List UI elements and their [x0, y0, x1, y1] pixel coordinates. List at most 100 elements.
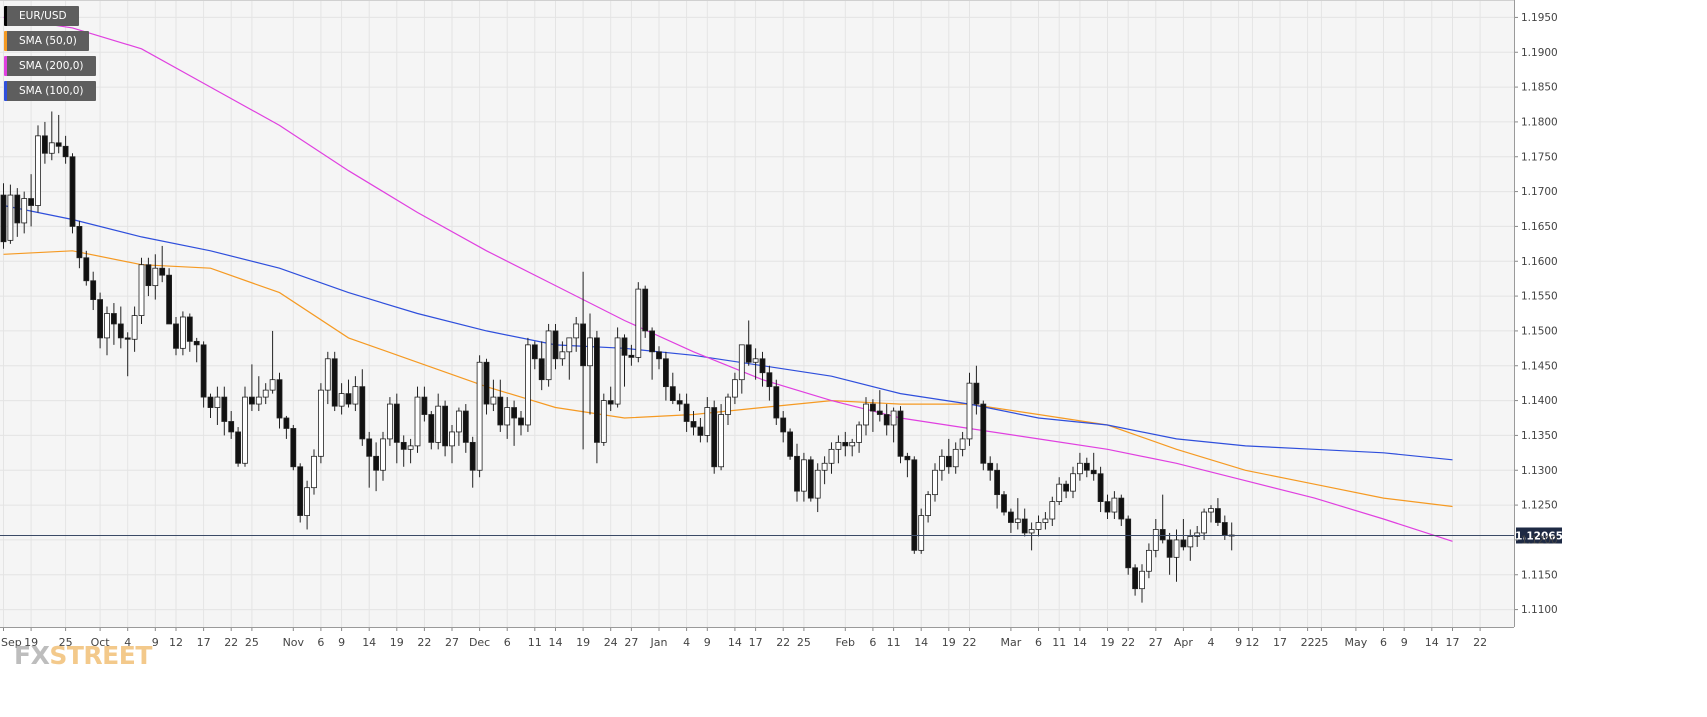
candle[interactable] — [1152, 519, 1159, 558]
candle[interactable] — [745, 320, 752, 366]
candle[interactable] — [883, 404, 890, 436]
candle[interactable] — [787, 428, 793, 460]
candle[interactable] — [876, 390, 883, 422]
candle[interactable] — [1166, 532, 1173, 575]
candle[interactable] — [1132, 564, 1138, 596]
candle[interactable] — [352, 376, 359, 412]
candle[interactable] — [807, 456, 814, 502]
candle[interactable] — [828, 442, 835, 474]
candle[interactable] — [966, 372, 973, 446]
candle[interactable] — [1215, 498, 1221, 526]
candle[interactable] — [890, 407, 897, 443]
candle[interactable] — [400, 435, 407, 467]
candle[interactable] — [1049, 496, 1056, 526]
candle[interactable] — [462, 404, 469, 453]
candle[interactable] — [200, 341, 207, 408]
candle[interactable] — [283, 415, 290, 439]
legend-item-eurusd[interactable]: EUR/USD — [4, 6, 79, 26]
candle[interactable] — [1125, 515, 1132, 575]
candle[interactable] — [690, 411, 697, 436]
candle[interactable] — [304, 480, 311, 530]
candle[interactable] — [0, 183, 7, 249]
candle[interactable] — [290, 424, 297, 471]
candle[interactable] — [511, 400, 518, 446]
legend-item-sma50[interactable]: SMA (50,0) — [4, 31, 89, 51]
candle[interactable] — [531, 341, 538, 370]
candle[interactable] — [932, 463, 938, 502]
candle[interactable] — [821, 456, 828, 485]
candle[interactable] — [870, 399, 876, 432]
candle[interactable] — [255, 376, 262, 412]
candle[interactable] — [1187, 529, 1194, 561]
candle[interactable] — [428, 411, 435, 450]
candle[interactable] — [497, 379, 504, 432]
candle[interactable] — [525, 337, 531, 432]
candle[interactable] — [1104, 494, 1111, 520]
candle[interactable] — [69, 153, 76, 234]
candle[interactable] — [1035, 515, 1042, 537]
candle[interactable] — [152, 254, 159, 300]
candle[interactable] — [55, 114, 62, 154]
candle[interactable] — [235, 427, 242, 467]
candle[interactable] — [1008, 508, 1014, 533]
candle[interactable] — [766, 365, 773, 401]
candle[interactable] — [48, 111, 55, 161]
candle[interactable] — [1028, 522, 1035, 551]
candle[interactable] — [580, 271, 586, 450]
candle[interactable] — [386, 397, 393, 446]
candle[interactable] — [407, 438, 414, 464]
candle[interactable] — [1014, 498, 1021, 530]
candle[interactable] — [504, 397, 511, 439]
candle[interactable] — [718, 404, 724, 471]
candle[interactable] — [711, 400, 718, 474]
candle[interactable] — [366, 431, 373, 488]
candle[interactable] — [1194, 525, 1201, 547]
candle[interactable] — [980, 400, 987, 471]
candle[interactable] — [904, 452, 911, 478]
candle[interactable] — [952, 442, 959, 474]
candle[interactable] — [545, 323, 552, 387]
candle[interactable] — [1077, 452, 1083, 481]
candle[interactable] — [193, 337, 200, 363]
candle[interactable] — [179, 311, 186, 356]
candle[interactable] — [242, 386, 248, 467]
candle[interactable] — [338, 383, 345, 415]
candle[interactable] — [849, 438, 856, 457]
candle[interactable] — [248, 364, 255, 412]
candle[interactable] — [469, 436, 476, 488]
candle[interactable] — [331, 351, 338, 412]
candle[interactable] — [435, 393, 442, 450]
candle[interactable] — [83, 250, 90, 286]
candle[interactable] — [959, 431, 966, 457]
candle[interactable] — [945, 438, 952, 474]
candle[interactable] — [732, 372, 738, 405]
candle[interactable] — [421, 386, 428, 422]
candle[interactable] — [345, 379, 352, 408]
candle[interactable] — [518, 411, 524, 436]
candle[interactable] — [587, 313, 593, 415]
candle[interactable] — [97, 292, 103, 349]
candle[interactable] — [1021, 508, 1028, 537]
candle[interactable] — [145, 257, 152, 297]
candle[interactable] — [111, 303, 117, 345]
candle[interactable] — [131, 306, 138, 352]
candle[interactable] — [1208, 505, 1214, 523]
candle[interactable] — [166, 268, 173, 325]
candle[interactable] — [76, 220, 83, 269]
candle[interactable] — [1063, 480, 1069, 499]
candle[interactable] — [897, 406, 904, 464]
candle[interactable] — [124, 332, 131, 377]
candle[interactable] — [42, 121, 48, 164]
candle[interactable] — [559, 341, 566, 366]
candle[interactable] — [483, 358, 490, 415]
candle[interactable] — [138, 257, 145, 324]
candle[interactable] — [62, 135, 69, 164]
candle[interactable] — [669, 372, 676, 405]
candle[interactable] — [566, 337, 573, 380]
candle[interactable] — [393, 393, 400, 464]
candle[interactable] — [455, 407, 462, 446]
candle[interactable] — [594, 330, 600, 464]
candle[interactable] — [1070, 466, 1076, 499]
